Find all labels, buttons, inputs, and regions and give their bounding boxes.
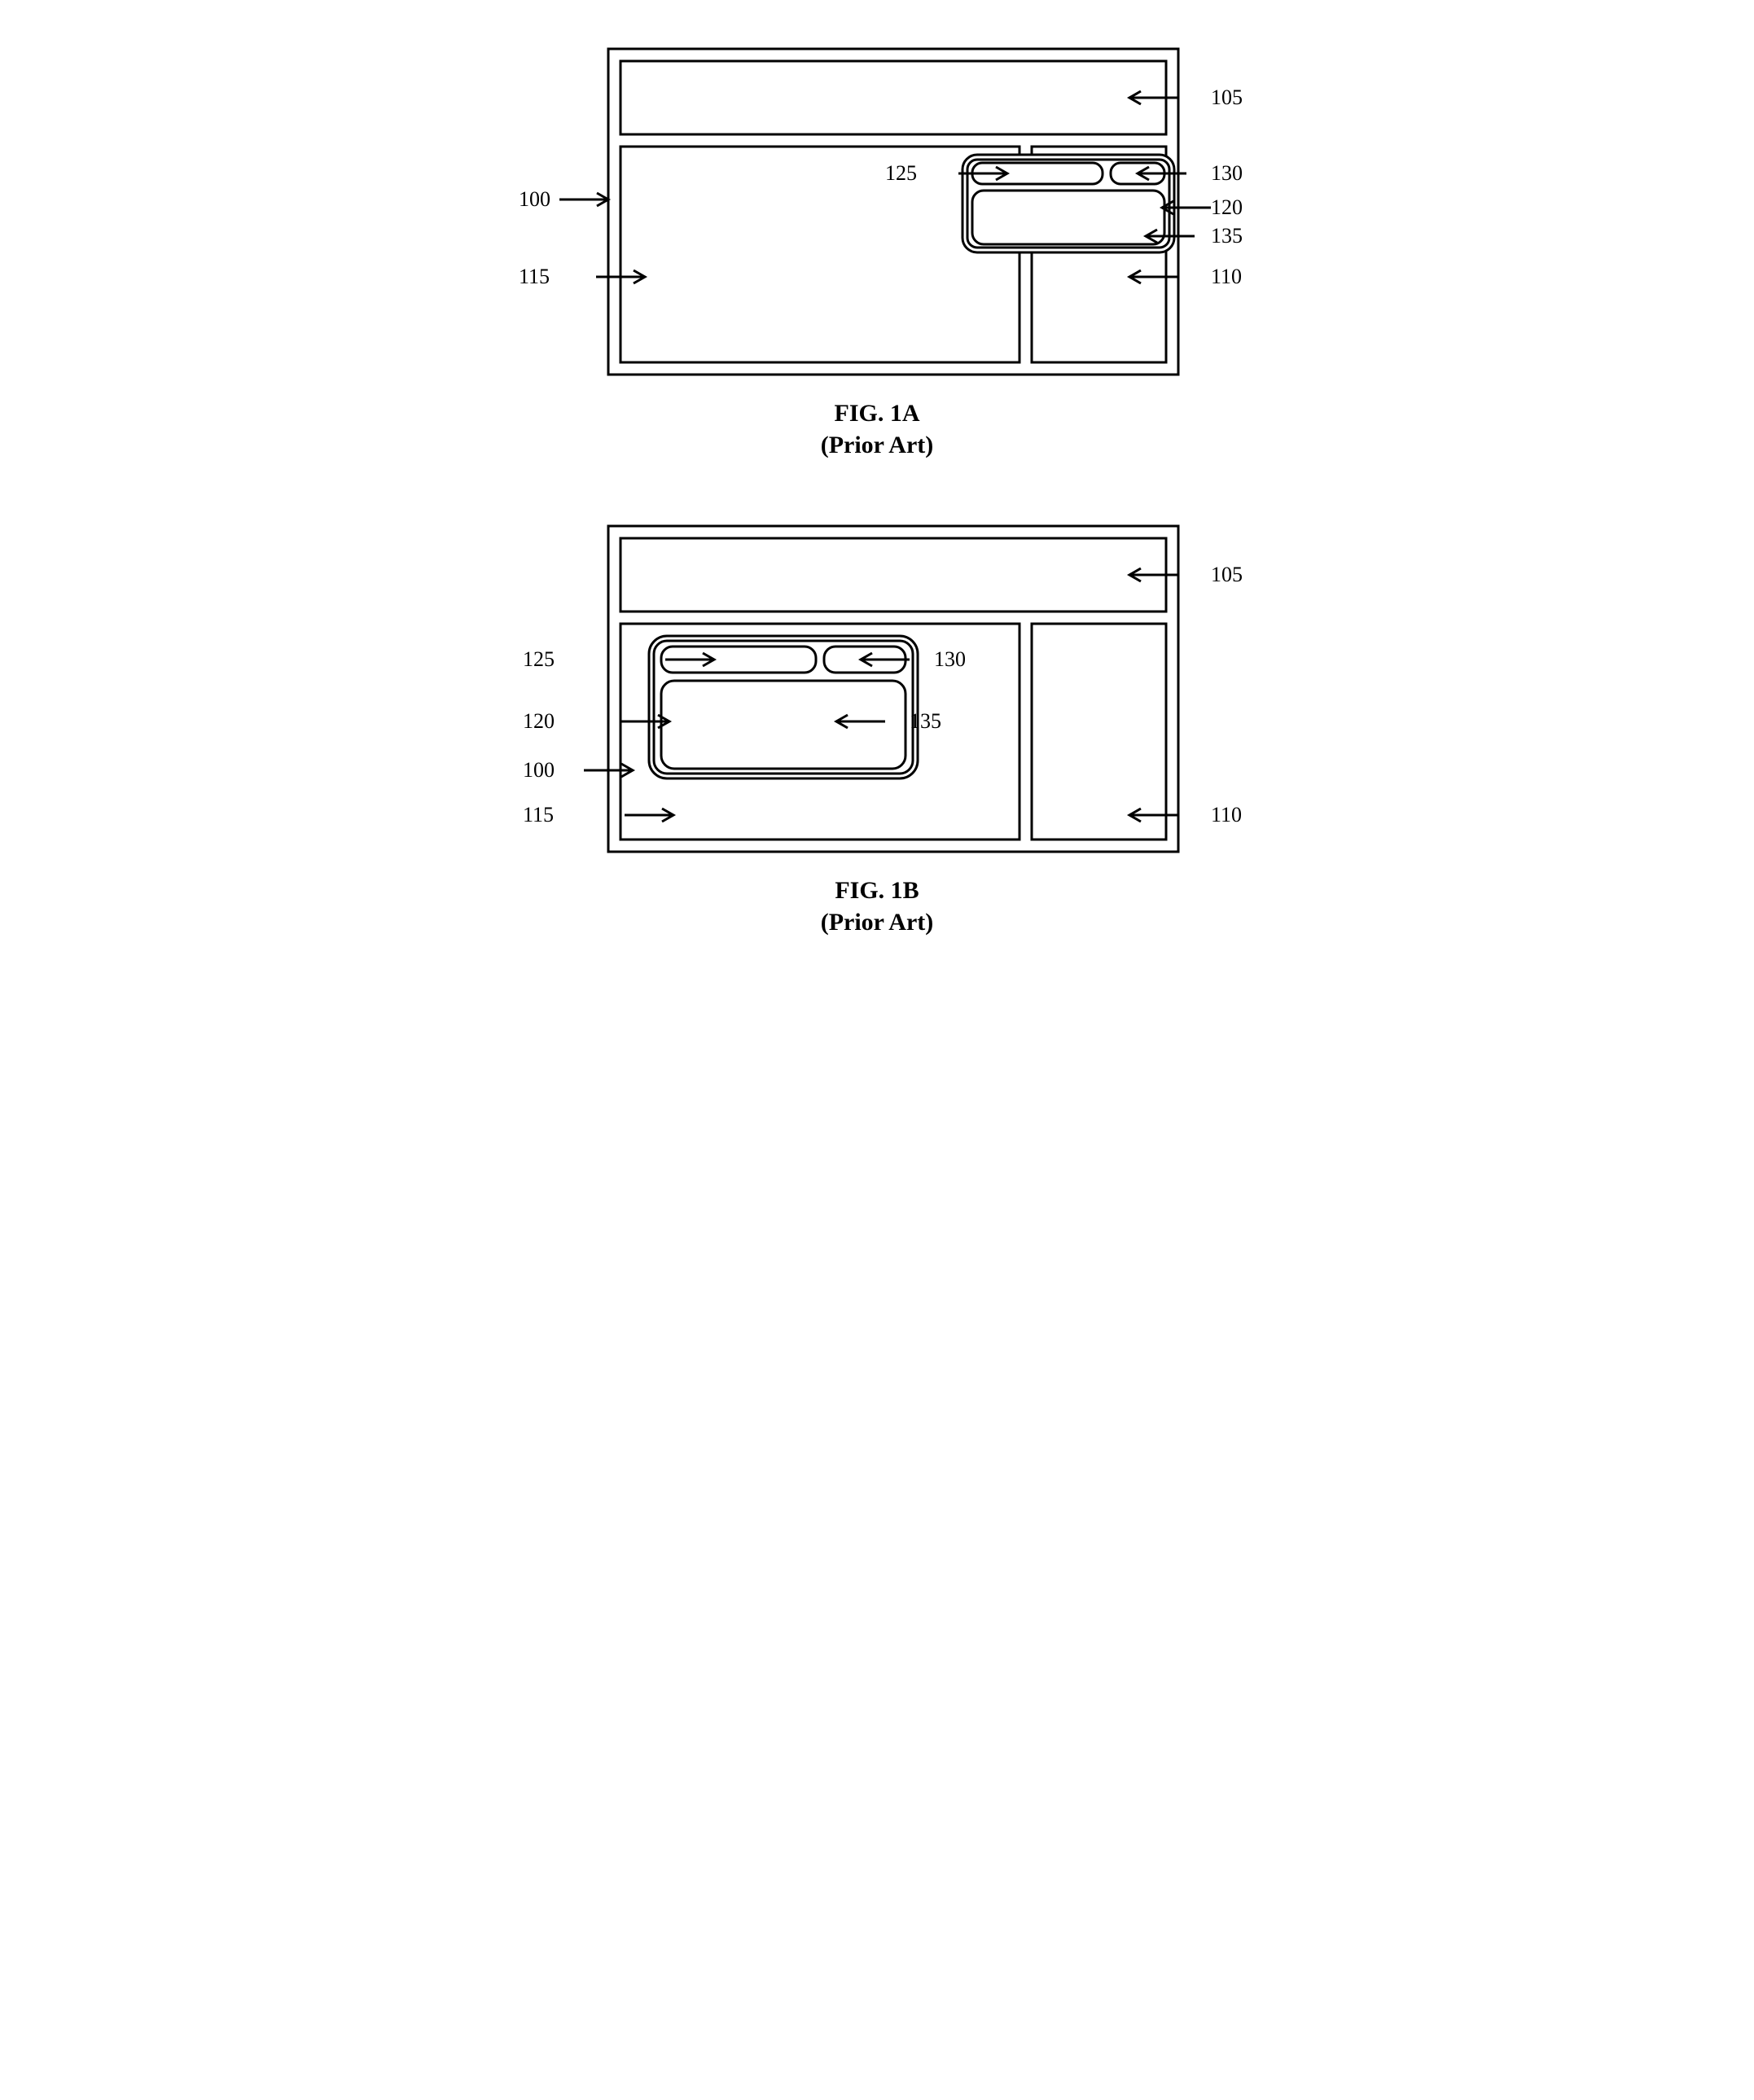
svg-text:120: 120: [523, 709, 555, 733]
svg-text:135: 135: [910, 709, 941, 733]
figure-1a-container: 105 100 115 125 130 120 135 110 FIG. 1A (Prior …: [511, 33, 1243, 461]
svg-text:110: 110: [1211, 803, 1242, 826]
svg-text:100: 100: [523, 758, 555, 782]
svg-text:100: 100: [519, 187, 550, 211]
figure-1a-caption: FIG. 1A (Prior Art): [511, 397, 1243, 461]
svg-text:105: 105: [1211, 563, 1243, 586]
caption-line1: FIG. 1A: [835, 400, 920, 427]
svg-text:120: 120: [1211, 195, 1243, 219]
figure-1b-diagram: 105 125 130 120 135 100 115 110: [511, 510, 1292, 868]
figure-1b-container: 105 125 130 120 135 100 115 110 FIG. 1B (Prior …: [511, 510, 1243, 938]
svg-text:125: 125: [885, 161, 917, 185]
caption-line2: (Prior Art): [821, 432, 934, 458]
svg-text:135: 135: [1211, 224, 1243, 248]
svg-text:105: 105: [1211, 85, 1243, 109]
svg-text:125: 125: [523, 647, 555, 671]
svg-text:130: 130: [934, 647, 966, 671]
figure-1b-caption: FIG. 1B (Prior Art): [511, 875, 1243, 938]
svg-text:115: 115: [519, 265, 550, 288]
svg-text:110: 110: [1211, 265, 1242, 288]
svg-text:130: 130: [1211, 161, 1243, 185]
figure-1a-diagram: 105 100 115 125 130 120 135 110: [511, 33, 1292, 391]
svg-text:115: 115: [523, 803, 554, 826]
caption-line1: FIG. 1B: [835, 877, 919, 904]
caption-line2: (Prior Art): [821, 909, 934, 936]
